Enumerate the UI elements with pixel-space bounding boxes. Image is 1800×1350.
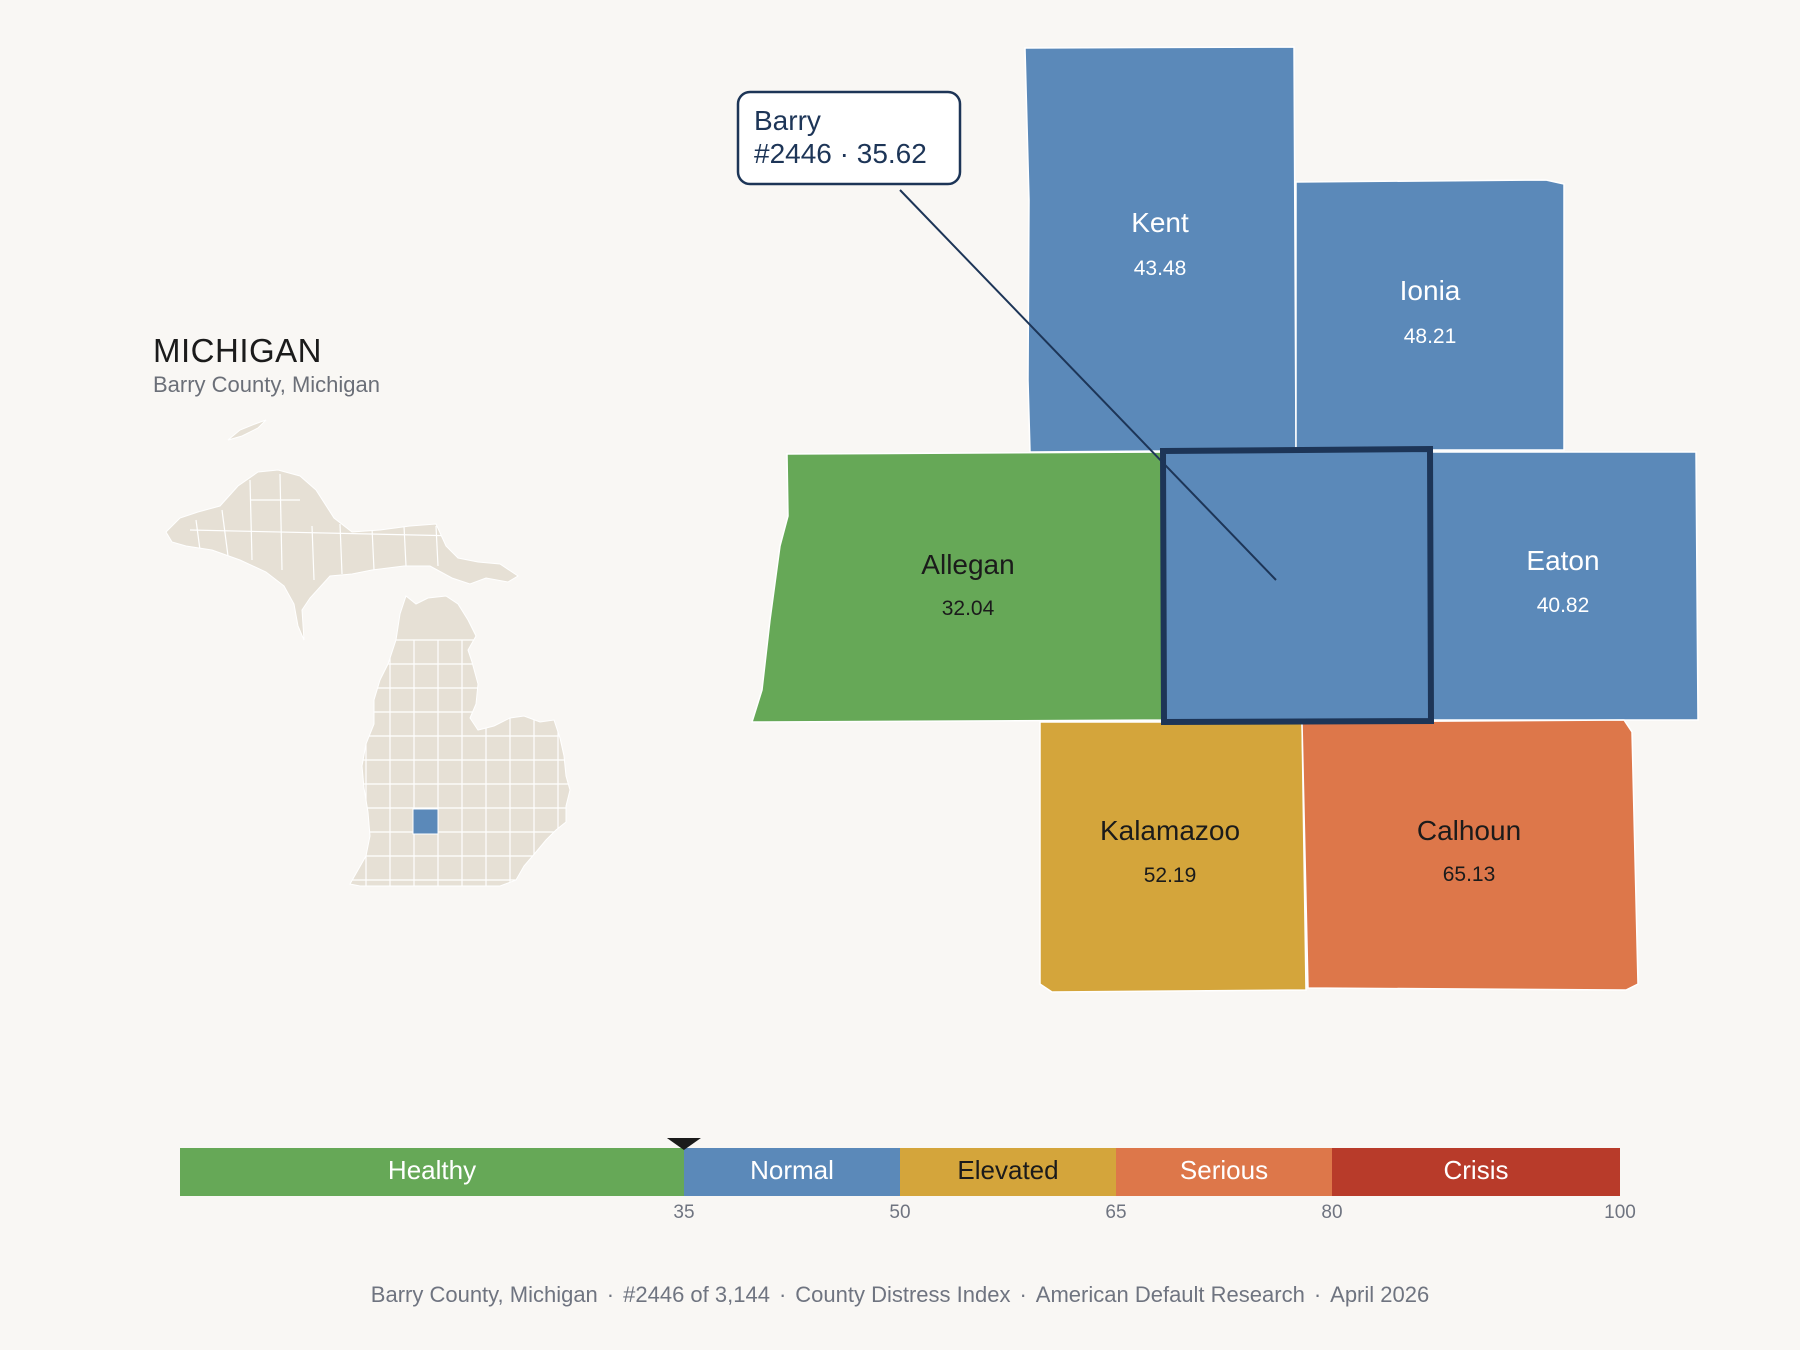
county-ionia-value: 48.21 [1404,325,1457,348]
footer-date: April 2026 [1330,1282,1430,1307]
legend-tick-label: 50 [889,1202,910,1223]
county-kalamazoo-shape [1039,721,1307,993]
county-kent[interactable]: Kent 43.48 [1024,46,1297,453]
inset-barry-highlight [412,808,439,835]
county-barry[interactable] [1159,445,1435,726]
county-ionia-shape [1295,179,1565,451]
footer-separator: · [778,1282,787,1307]
footer-separator: · [1313,1282,1322,1307]
county-ionia-name: Ionia [1400,275,1461,306]
inset-county-line [311,525,315,581]
legend-band-crisis [1332,1148,1620,1196]
state-subtitle: Barry County, Michigan [153,372,381,397]
footer-source: American Default Research [1035,1282,1305,1307]
legend-tick-label: 65 [1105,1202,1126,1223]
county-eaton-value: 40.82 [1537,594,1590,617]
inset-county-line [371,527,375,571]
legend-band-serious [1116,1148,1332,1196]
footer-index-name: County Distress Index [795,1282,1011,1307]
legend-band-label: Serious [1180,1155,1268,1185]
county-allegan-shape [750,451,1163,723]
county-calhoun-name: Calhoun [1417,815,1521,846]
footer-county: Barry County, Michigan [370,1282,598,1307]
county-eaton-shape [1429,451,1699,721]
inset-county-line [279,473,283,571]
callout-box [736,90,962,186]
upper-peninsula-shape [165,469,519,641]
county-kalamazoo-name: Kalamazoo [1100,815,1240,846]
state-title: MICHIGAN [153,332,322,369]
county-calhoun-value: 65.13 [1443,863,1496,886]
inset-landmass [165,419,571,887]
legend-marker-icon [666,1138,701,1150]
legend-band-label: Elevated [957,1155,1058,1185]
county-kent-value: 43.48 [1134,257,1187,280]
inset-county-line [435,525,439,567]
legend-band-normal [684,1148,900,1196]
county-ionia[interactable]: Ionia 48.21 [1295,179,1565,451]
inset-county-line [221,509,229,557]
county-calhoun-shape [1301,719,1639,991]
county-allegan-name: Allegan [921,549,1014,580]
county-kent-shape [1024,46,1297,453]
inset-county-line [189,529,461,537]
callout-leader-line [899,189,1277,581]
lower-peninsula-shape [349,595,571,887]
footer-credits: Barry County, Michigan · #2446 of 3,144 · Co… [0,1282,1800,1308]
footer-separator: · [606,1282,615,1307]
isle-royale-shape [227,419,267,441]
legend-tick-label: 80 [1321,1202,1342,1223]
legend-tick-label: 100 [1604,1202,1636,1223]
county-allegan-value: 32.04 [942,597,995,620]
county-barry-shape [1162,451,1430,721]
legend-band-label: Healthy [388,1155,476,1185]
legend-band-label: Crisis [1444,1155,1509,1185]
county-barry-outline [1159,445,1435,726]
county-calhoun[interactable]: Calhoun 65.13 [1301,719,1639,991]
michigan-inset [165,419,571,887]
county-allegan[interactable]: Allegan 32.04 [750,451,1163,723]
footer-separator: · [1019,1282,1027,1307]
footer-rank: #2446 of 3,144 [623,1282,770,1307]
inset-county-line [249,479,253,561]
county-kent-name: Kent [1131,207,1189,238]
legend-band-healthy [180,1148,684,1196]
county-eaton-name: Eaton [1526,545,1599,576]
county-map: Kent 43.48 Ionia 48.21 Allegan 32.04 Eat… [750,46,1699,993]
inset-county-line [403,525,407,567]
inset-county-line [339,523,343,575]
legend-band-elevated [900,1148,1116,1196]
county-kalamazoo-value: 52.19 [1144,864,1197,887]
county-eaton[interactable]: Eaton 40.82 [1429,451,1699,721]
county-kalamazoo[interactable]: Kalamazoo 52.19 [1039,721,1307,993]
distress-scale-legend: Healthy Normal Elevated Serious Crisis 35 50 65… [180,1138,1636,1223]
inset-county-line [195,519,201,551]
legend-tick-label: 35 [673,1202,694,1223]
legend-band-label: Normal [750,1155,834,1185]
callout-rank-value: #2446 · 35.62 [754,138,927,169]
focus-callout: Barry #2446 · 35.62 [736,90,1277,581]
callout-county-name: Barry [754,105,821,136]
